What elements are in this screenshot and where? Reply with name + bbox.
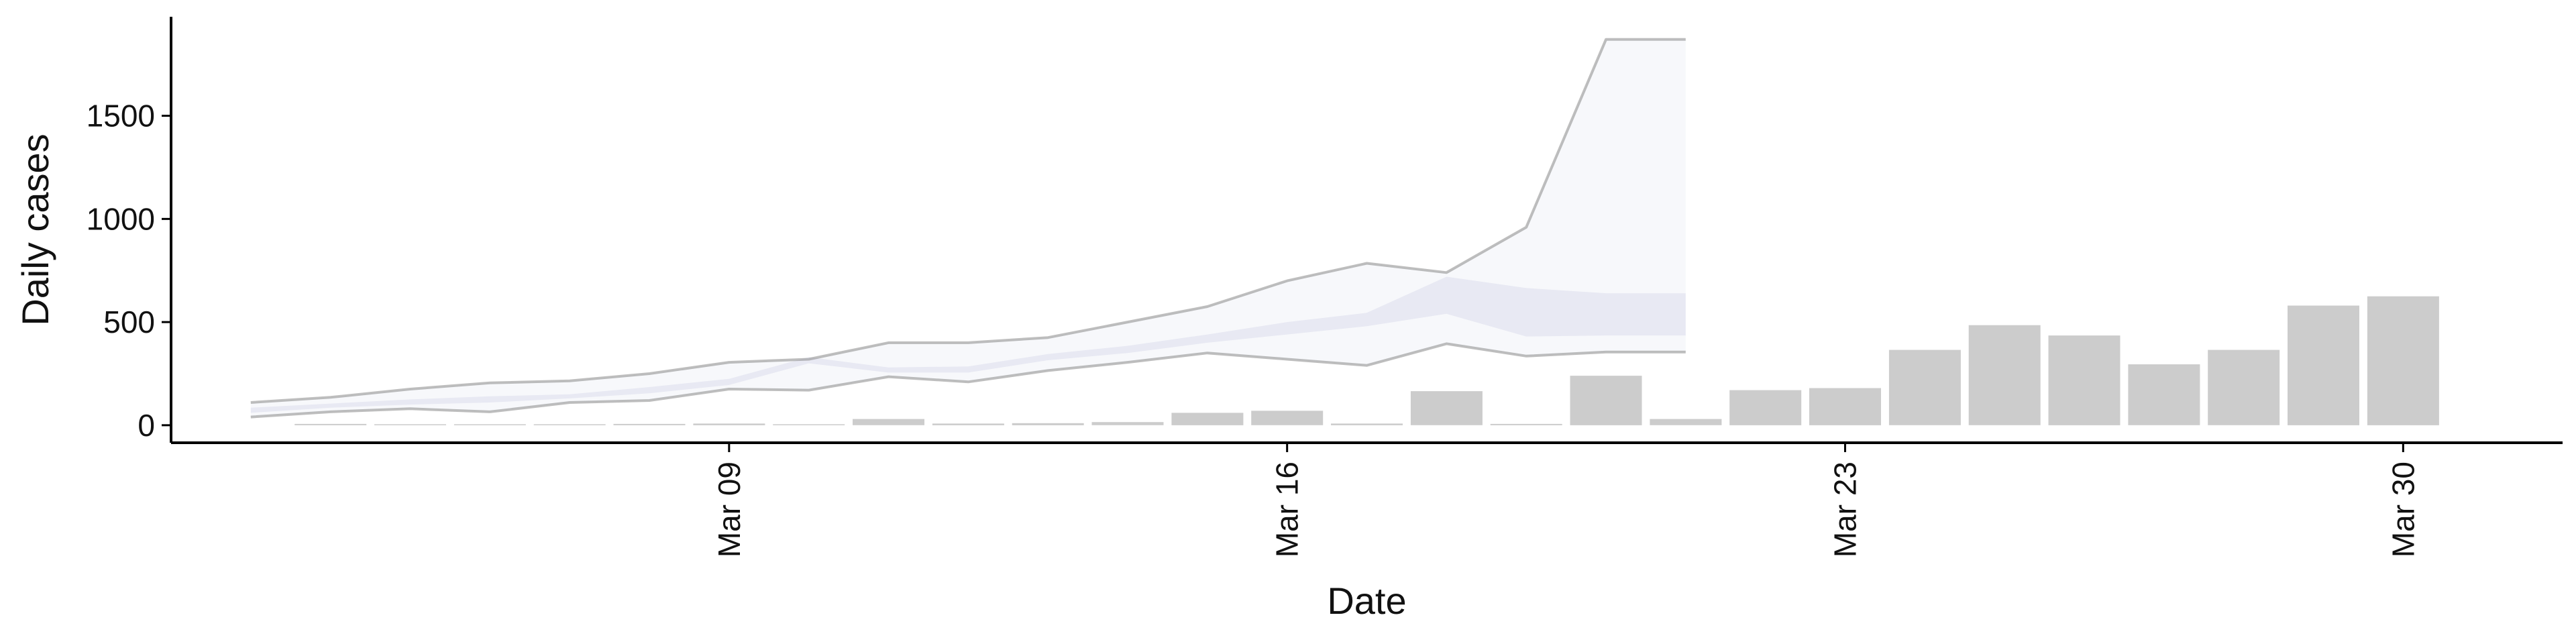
bar [2048, 335, 2121, 425]
x-axis-ticks: Mar 09 Mar 16 Mar 23 Mar 30 [712, 443, 2420, 557]
nowcast-interval-lines [250, 38, 1686, 419]
y-tick-label: 1500 [87, 99, 155, 133]
bar [2208, 350, 2280, 425]
nowcast-lower-line [250, 342, 1686, 419]
bar [294, 423, 367, 425]
y-axis-ticks: 0 500 1000 1500 [87, 99, 171, 443]
bar [1251, 411, 1324, 425]
bar [1809, 388, 1881, 425]
bar [1968, 325, 2041, 425]
nowcast-bands [250, 39, 1686, 417]
bar [773, 424, 845, 425]
bar [1331, 423, 1403, 425]
x-tick-label: Mar 09 [712, 462, 747, 557]
x-tick-label: Mar 16 [1270, 462, 1305, 557]
nowcast-band-90 [250, 39, 1686, 417]
y-tick-label: 1000 [87, 201, 155, 236]
bar [1729, 390, 1802, 425]
y-axis-title: Daily cases [14, 133, 56, 325]
daily-cases-bars [294, 296, 2439, 425]
bar [2367, 296, 2439, 425]
bar [1570, 376, 1642, 425]
bar [1171, 413, 1244, 425]
nowcast-band-50 [250, 276, 1686, 413]
bar [693, 423, 765, 425]
bar [932, 423, 1004, 425]
nowcast-upper-line [250, 38, 1686, 404]
bar [453, 424, 526, 425]
bar [1888, 350, 1961, 425]
x-axis-title: Date [1327, 580, 1406, 622]
bar [2288, 305, 2359, 425]
bar [2128, 364, 2200, 425]
bar [613, 423, 686, 425]
bar [533, 424, 606, 425]
bar [853, 419, 924, 425]
y-tick-label: 500 [103, 305, 155, 339]
bar [1650, 419, 1722, 425]
x-tick-label: Mar 30 [2385, 462, 2420, 557]
bar [1490, 423, 1562, 425]
bar [1012, 423, 1084, 425]
x-tick-label: Mar 23 [1828, 462, 1863, 557]
bar [374, 424, 446, 425]
bar [1091, 422, 1164, 425]
bar [1410, 391, 1483, 425]
y-tick-label: 0 [138, 408, 155, 443]
